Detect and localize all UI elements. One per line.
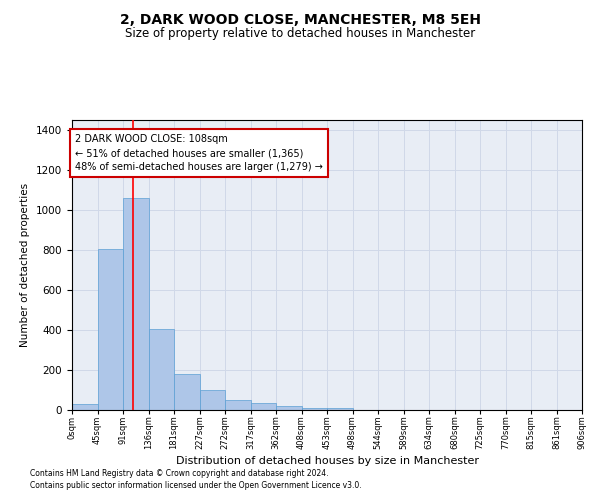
Bar bbox=[174, 374, 199, 410]
Bar bbox=[72, 404, 97, 410]
Bar bbox=[199, 390, 225, 410]
Bar bbox=[302, 408, 327, 410]
Text: Size of property relative to detached houses in Manchester: Size of property relative to detached ho… bbox=[125, 28, 475, 40]
Bar bbox=[251, 403, 276, 410]
Text: 2, DARK WOOD CLOSE, MANCHESTER, M8 5EH: 2, DARK WOOD CLOSE, MANCHESTER, M8 5EH bbox=[119, 12, 481, 26]
Bar bbox=[123, 198, 149, 410]
Text: Contains public sector information licensed under the Open Government Licence v3: Contains public sector information licen… bbox=[30, 481, 362, 490]
X-axis label: Distribution of detached houses by size in Manchester: Distribution of detached houses by size … bbox=[176, 456, 479, 466]
Y-axis label: Number of detached properties: Number of detached properties bbox=[20, 183, 31, 347]
Bar bbox=[327, 408, 353, 410]
Bar bbox=[97, 249, 123, 410]
Text: 2 DARK WOOD CLOSE: 108sqm
← 51% of detached houses are smaller (1,365)
48% of se: 2 DARK WOOD CLOSE: 108sqm ← 51% of detac… bbox=[75, 134, 323, 172]
Bar bbox=[149, 329, 174, 410]
Bar bbox=[276, 406, 302, 410]
Bar bbox=[225, 400, 251, 410]
Text: Contains HM Land Registry data © Crown copyright and database right 2024.: Contains HM Land Registry data © Crown c… bbox=[30, 468, 329, 477]
